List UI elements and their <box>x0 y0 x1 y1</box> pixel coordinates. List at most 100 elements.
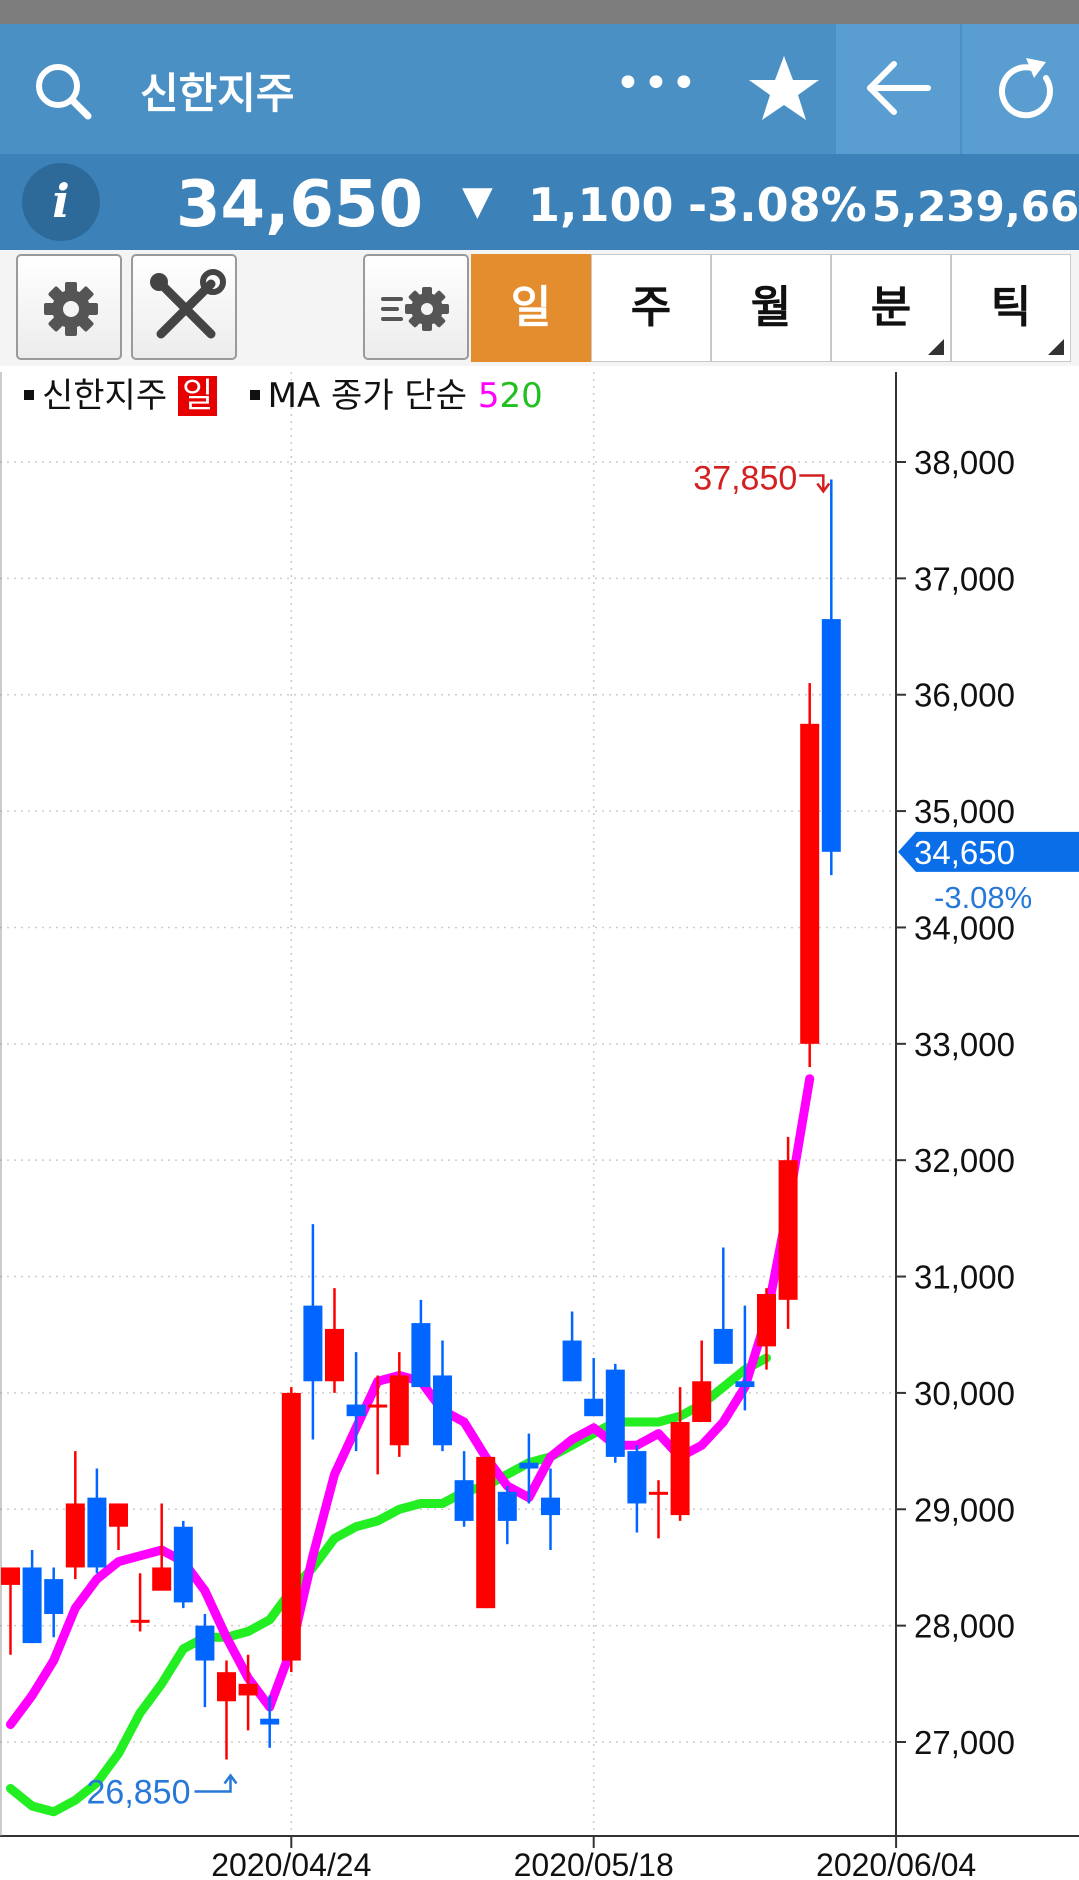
candle-up <box>649 1491 668 1495</box>
low-marker-arrow <box>194 1777 232 1793</box>
back-arrow-icon <box>867 61 931 115</box>
low-marker-arrowhead <box>223 1773 238 1785</box>
chart-legend: 신한지주 일 MA 종가 단순 520 <box>24 368 543 417</box>
quote-bar: i 34,650 ▼ 1,100 -3.08% 5,239,661 <box>0 154 1079 250</box>
y-tick-label: 38,000 <box>914 444 1015 481</box>
candle-down <box>87 1497 107 1568</box>
indicator-tools-button[interactable] <box>131 254 237 360</box>
candle-up <box>800 723 820 1044</box>
candle-down <box>735 1381 755 1388</box>
candle-up <box>152 1567 172 1591</box>
gear-lines-icon <box>381 287 449 331</box>
tab-daily[interactable]: 일 <box>471 254 591 362</box>
candle-down <box>519 1462 539 1469</box>
back-button[interactable] <box>836 24 960 154</box>
info-button[interactable]: i <box>22 163 100 241</box>
legend-stock-name: 신한지주 <box>42 376 168 416</box>
candle-up <box>476 1456 496 1609</box>
candle-down <box>433 1375 452 1446</box>
tab-minute-label: 분 <box>870 282 912 333</box>
chart-options-button[interactable] <box>363 254 469 360</box>
candle-up <box>130 1619 150 1623</box>
info-icon: i <box>52 174 70 228</box>
candle-down <box>584 1398 604 1417</box>
legend-marker <box>249 389 260 400</box>
favorite-button[interactable] <box>736 48 832 128</box>
refresh-icon <box>998 58 1053 119</box>
down-arrow-icon: ▼ <box>462 178 493 224</box>
current-change-label: -3.08% <box>934 880 1032 915</box>
candle-down <box>562 1340 582 1382</box>
legend-ma20: 20 <box>499 376 543 416</box>
candle-down <box>497 1491 517 1521</box>
tab-tick-label: 틱 <box>990 282 1032 333</box>
candle-down <box>605 1369 625 1457</box>
candle-up <box>325 1328 344 1382</box>
status-bar <box>0 0 1079 24</box>
low-price-label: 26,850 <box>87 1773 191 1811</box>
search-button[interactable] <box>24 52 104 132</box>
candle-up <box>65 1503 85 1568</box>
legend-period-badge: 일 <box>177 376 218 416</box>
candle-down <box>346 1404 366 1417</box>
tab-tick[interactable]: 틱 <box>951 254 1071 362</box>
current-price-tag-label: 34,650 <box>914 834 1015 871</box>
trade-volume: 5,239,661 <box>872 182 1079 231</box>
legend-ma5: 5 <box>477 376 500 416</box>
y-tick-label: 32,000 <box>914 1142 1015 1179</box>
legend-ma-label: MA 종가 단순 <box>267 376 467 416</box>
y-tick-label: 33,000 <box>914 1026 1015 1063</box>
candle-down <box>195 1625 215 1661</box>
tab-monthly[interactable]: 월 <box>711 254 831 362</box>
candle-up <box>692 1381 712 1422</box>
ma5-line <box>6 1074 815 1729</box>
price-change-percent: -3.08% <box>688 178 867 232</box>
candle-up <box>778 1160 798 1300</box>
tab-weekly[interactable]: 주 <box>591 254 711 362</box>
high-marker-arrow <box>799 474 825 490</box>
app-header: 신한지주 ••• <box>0 24 1079 154</box>
page-title: 신한지주 <box>140 69 295 118</box>
ma20-line <box>6 1353 771 1817</box>
candle-up <box>389 1375 409 1446</box>
chart-toolbar: 일 주 월 분 틱 <box>0 250 1079 366</box>
y-tick-label: 30,000 <box>914 1375 1015 1412</box>
y-tick-label: 34,000 <box>914 909 1015 946</box>
high-marker-arrowhead <box>816 482 831 494</box>
x-tick-label: 2020/04/24 <box>211 1847 371 1876</box>
candle-down <box>22 1567 42 1644</box>
chart-canvas[interactable]: 27,000 28,000 29,000 30,000 31,000 32,000 33,0… <box>0 366 1079 1880</box>
y-tick-label: 31,000 <box>914 1259 1015 1296</box>
tools-icon <box>150 269 226 339</box>
y-tick-label: 29,000 <box>914 1491 1015 1528</box>
candle-down <box>411 1323 431 1388</box>
y-tick-label: 37,000 <box>914 560 1015 597</box>
candle-down <box>303 1305 323 1382</box>
refresh-button[interactable] <box>962 24 1079 154</box>
y-tick-label: 35,000 <box>914 793 1015 830</box>
candle-down <box>541 1497 560 1516</box>
candle-down <box>627 1451 647 1504</box>
dropdown-corner-icon <box>1048 339 1064 355</box>
x-tick-label: 2020/05/18 <box>514 1847 674 1876</box>
candle-up <box>368 1404 388 1408</box>
star-icon <box>749 56 819 120</box>
y-tick-label: 28,000 <box>914 1608 1015 1645</box>
x-tick-label: 2020/06/04 <box>816 1847 976 1876</box>
candle-up <box>1 1567 20 1585</box>
candle-up <box>238 1683 258 1696</box>
y-tick-label: 36,000 <box>914 677 1015 714</box>
candle-down <box>454 1480 474 1521</box>
current-price-tag <box>898 831 1079 872</box>
candle-down <box>173 1526 193 1603</box>
candlestick-chart[interactable]: 27,000 28,000 29,000 30,000 31,000 32,000 33,0… <box>0 366 1079 1880</box>
tab-minute[interactable]: 분 <box>831 254 951 362</box>
high-price-label: 37,850 <box>693 459 797 497</box>
candle-down <box>713 1328 733 1364</box>
candle-up <box>109 1503 128 1527</box>
candle-up <box>757 1294 776 1347</box>
candle-down <box>44 1579 64 1614</box>
more-button[interactable]: ••• <box>615 58 699 109</box>
search-icon <box>36 64 92 120</box>
chart-settings-button[interactable] <box>16 254 122 360</box>
